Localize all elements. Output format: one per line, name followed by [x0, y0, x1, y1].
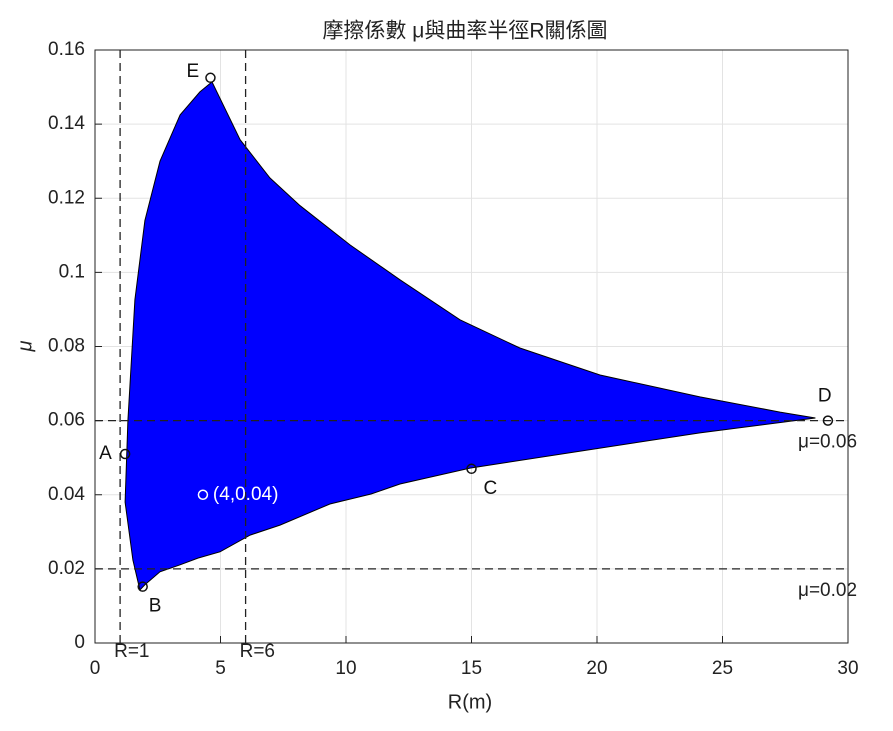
annotation-marker [137, 581, 148, 592]
annotation-label: E [186, 61, 199, 82]
annotation-marker [197, 489, 209, 500]
annotation-marker [822, 415, 834, 426]
y-axis-label: μ [14, 340, 36, 352]
annotation-label: D [818, 386, 832, 407]
reference-label: μ=0.06 [798, 432, 857, 453]
y-tick-label: 0.08 [48, 336, 85, 357]
x-tick-label: 25 [712, 658, 733, 679]
annotation-label: (4,0.04) [213, 484, 278, 505]
reference-label: μ=0.02 [798, 580, 857, 601]
x-tick-label: 20 [586, 658, 607, 679]
annotation-marker [205, 72, 216, 84]
annotation-label: A [99, 443, 112, 464]
x-tick-label: 15 [461, 658, 482, 679]
x-tick-label: 0 [90, 658, 101, 679]
y-tick-label: 0.14 [48, 113, 85, 134]
x-tick-label: 30 [837, 658, 858, 679]
y-tick-label: 0.12 [48, 187, 85, 208]
area [124, 81, 816, 592]
y-tick-label: 0 [74, 632, 85, 653]
annotation-marker [466, 463, 477, 475]
plot-frame [94, 49, 849, 644]
y-tick-label: 0.06 [48, 410, 85, 431]
annotation-label: B [149, 596, 162, 617]
reference-label: R=1 [114, 641, 149, 662]
reference-label: R=6 [240, 641, 275, 662]
x-tick-label: 10 [335, 658, 356, 679]
x-tick-label: 5 [215, 658, 226, 679]
x-axis-label: R(m) [448, 691, 492, 713]
y-tick-label: 0.02 [48, 558, 85, 579]
chart-title: 摩擦係數 μ與曲率半徑R關係圖 [322, 20, 607, 43]
annotation-marker [119, 448, 131, 460]
annotation-label: C [484, 478, 498, 499]
y-tick-label: 0.04 [48, 484, 85, 505]
y-tick-label: 0.1 [59, 261, 85, 282]
y-tick-label: 0.16 [48, 39, 85, 60]
